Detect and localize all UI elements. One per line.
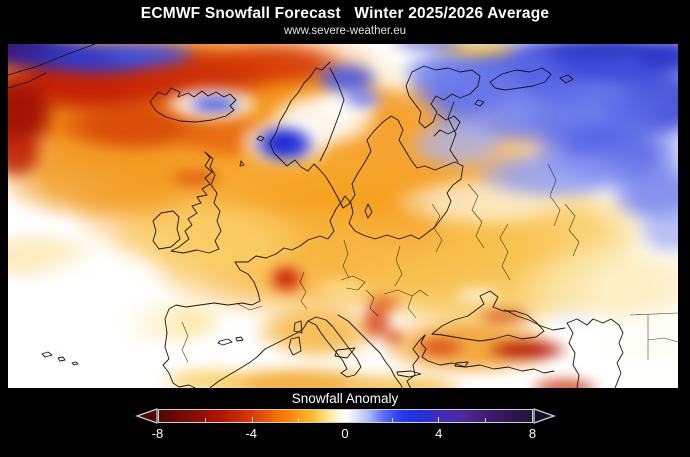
anomaly-field	[8, 44, 678, 388]
colorbar-row	[0, 408, 690, 424]
anomaly-blob	[316, 277, 370, 299]
colorbar-major-tick	[251, 417, 253, 422]
anomaly-blob	[548, 310, 594, 325]
colorbar-major-tick	[345, 417, 346, 422]
colorbar: Snowfall Anomaly -8 -4 0 4 8	[0, 391, 690, 441]
anomaly-blob	[267, 130, 298, 150]
colorbar-tick-label: -8	[151, 426, 164, 441]
attribution-url: www.severe-weather.eu	[283, 25, 407, 37]
anomaly-blob	[8, 339, 169, 388]
anomaly-blob	[382, 328, 404, 345]
colorbar-tick-label: 4	[435, 426, 443, 441]
anomaly-blob	[530, 377, 598, 388]
anomaly-blob	[101, 44, 196, 69]
anomaly-blob	[430, 57, 524, 106]
anomaly-blob	[389, 44, 471, 49]
colorbar-minor-tick	[298, 418, 300, 422]
anomaly-blob	[523, 44, 672, 58]
header: ECMWF Snowfall Forecast Winter 2025/2026…	[0, 5, 690, 37]
anomaly-blob	[343, 90, 384, 108]
colorbar-tick-label: -4	[245, 426, 258, 441]
anomaly-blob	[365, 294, 401, 313]
anomaly-blob	[187, 96, 242, 113]
colorbar-minor-tick	[391, 418, 393, 422]
anomaly-blob	[8, 130, 42, 179]
colorbar-minor-tick	[205, 418, 207, 422]
forecast-map	[8, 44, 678, 388]
colorbar-tick-label: 8	[528, 426, 537, 441]
colorbar-gradient	[157, 409, 533, 423]
anomaly-blob	[34, 250, 169, 306]
colorbar-tick-labels: -8 -4 0 4 8	[152, 426, 537, 441]
anomaly-blob	[416, 337, 465, 356]
colorbar-label: Snowfall Anomaly	[291, 391, 399, 406]
colorbar-right-arrow	[532, 408, 556, 424]
colorbar-minor-tick	[484, 418, 486, 422]
anomaly-blob	[487, 339, 568, 361]
anomaly-blob	[315, 62, 378, 94]
colorbar-tick-label: 0	[341, 426, 349, 441]
anomaly-blob	[637, 205, 678, 254]
anomaly-blob	[453, 286, 501, 304]
anomaly-blob	[477, 308, 531, 323]
colorbar-left-arrow	[134, 408, 158, 424]
colorbar-major-tick	[438, 417, 440, 422]
anomaly-blob	[343, 374, 464, 388]
anomaly-blob	[477, 150, 638, 199]
anomaly-blob	[277, 269, 295, 284]
page-title: ECMWF Snowfall Forecast Winter 2025/2026…	[140, 5, 550, 22]
coastlines-overlay	[8, 44, 678, 388]
